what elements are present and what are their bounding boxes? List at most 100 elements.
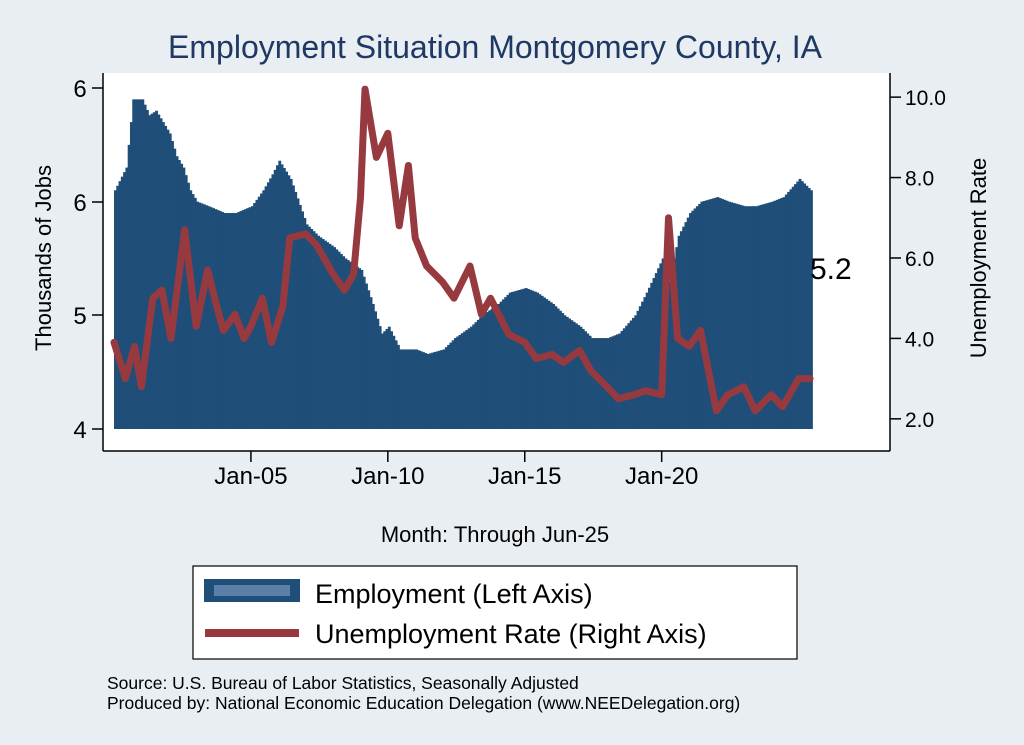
employment-bar — [476, 319, 480, 429]
employment-bar — [305, 224, 309, 429]
employment-bar — [447, 344, 451, 429]
employment-bar — [399, 349, 403, 429]
employment-bar — [513, 291, 517, 429]
employment-bar — [403, 349, 407, 429]
employment-bar — [239, 211, 243, 429]
employment-bar — [184, 175, 188, 429]
employment-bar — [148, 115, 152, 429]
employment-bar — [682, 226, 686, 429]
employment-bar — [588, 335, 592, 429]
employment-bar — [141, 99, 145, 430]
employment-bar — [344, 258, 348, 429]
right-axis-title: Unemployment Rate — [966, 158, 991, 359]
employment-bar — [666, 273, 670, 429]
employment-bar — [707, 199, 711, 429]
employment-bar — [150, 113, 154, 429]
employment-bar — [618, 333, 622, 429]
employment-bar — [805, 185, 809, 429]
employment-bar — [248, 207, 252, 429]
employment-bar — [488, 310, 492, 429]
right-tick-label: 6.0 — [905, 248, 934, 271]
employment-bar — [645, 292, 649, 429]
employment-bar — [759, 204, 763, 429]
employment-bar — [784, 194, 788, 429]
employment-bar — [632, 317, 635, 429]
employment-bar — [636, 310, 640, 429]
employment-bar — [223, 213, 227, 429]
employment-bar — [679, 231, 683, 429]
employment-bar — [335, 249, 339, 429]
employment-bar — [271, 174, 275, 429]
employment-bar — [454, 338, 457, 429]
employment-bar — [317, 235, 320, 429]
employment-bar — [565, 316, 569, 429]
employment-bar — [572, 321, 576, 429]
employment-bar — [410, 349, 414, 429]
employment-bar — [424, 353, 428, 429]
employment-bar — [771, 201, 775, 429]
x-tick-label: Jan-10 — [351, 463, 424, 490]
employment-bar — [549, 302, 553, 429]
employment-bar — [380, 333, 384, 429]
employment-bar — [367, 290, 371, 429]
employment-bar — [294, 191, 298, 429]
employment-bar — [157, 114, 161, 430]
employment-bar — [143, 104, 147, 430]
employment-bar — [387, 326, 391, 429]
right-tick-label: 4.0 — [905, 328, 934, 351]
employment-bar — [266, 182, 270, 429]
employment-bar — [547, 300, 551, 429]
employment-bar — [383, 331, 387, 429]
employment-bar — [287, 175, 291, 429]
employment-bar — [529, 289, 533, 429]
employment-bar — [415, 349, 419, 429]
employment-bar — [376, 318, 380, 429]
employment-bar — [757, 205, 761, 429]
employment-bar — [458, 334, 462, 429]
employment-bar — [412, 349, 416, 429]
employment-bar — [355, 266, 359, 429]
employment-bar — [168, 133, 172, 429]
right-axis: Unemployment Rate 2.0 4.0 6.0 8.0 10.0 — [889, 73, 991, 451]
employment-bar — [705, 200, 708, 429]
employment-bar — [570, 320, 574, 429]
employment-bar — [346, 260, 350, 429]
employment-bar — [807, 188, 811, 429]
employment-bar — [693, 208, 697, 429]
employment-bar — [538, 294, 542, 429]
employment-bar — [301, 211, 304, 429]
employment-bar — [654, 273, 658, 429]
employment-bar — [289, 178, 293, 429]
employment-bar — [522, 288, 526, 429]
employment-bar — [515, 290, 519, 429]
employment-bar — [127, 144, 131, 429]
employment-bar — [714, 197, 718, 429]
employment-bar — [207, 206, 211, 429]
employment-bar — [748, 206, 752, 429]
employment-bar — [401, 349, 405, 429]
employment-bar — [328, 243, 332, 429]
employment-bar — [460, 333, 464, 429]
employment-bar — [766, 202, 770, 429]
left-tick-label: 6 — [73, 190, 86, 217]
employment-bar — [543, 297, 546, 429]
employment-bar — [438, 350, 441, 429]
employment-bar — [203, 204, 206, 429]
employment-bar — [545, 299, 549, 429]
employment-bar — [586, 333, 590, 429]
employment-bar — [353, 265, 357, 429]
employment-bar — [417, 350, 421, 429]
employment-bar — [456, 336, 460, 429]
employment-bar — [552, 303, 556, 429]
employment-bar — [469, 326, 473, 429]
employment-bar — [511, 291, 514, 429]
employment-bar — [647, 287, 651, 429]
legend-label-employment: Employment (Left Axis) — [315, 579, 593, 609]
employment-bar — [616, 334, 619, 429]
employment-bar — [709, 199, 713, 429]
employment-bar — [374, 311, 378, 429]
employment-bar — [474, 322, 478, 429]
employment-bar — [524, 288, 528, 429]
employment-bar — [394, 340, 398, 429]
employment-bar — [803, 183, 807, 429]
